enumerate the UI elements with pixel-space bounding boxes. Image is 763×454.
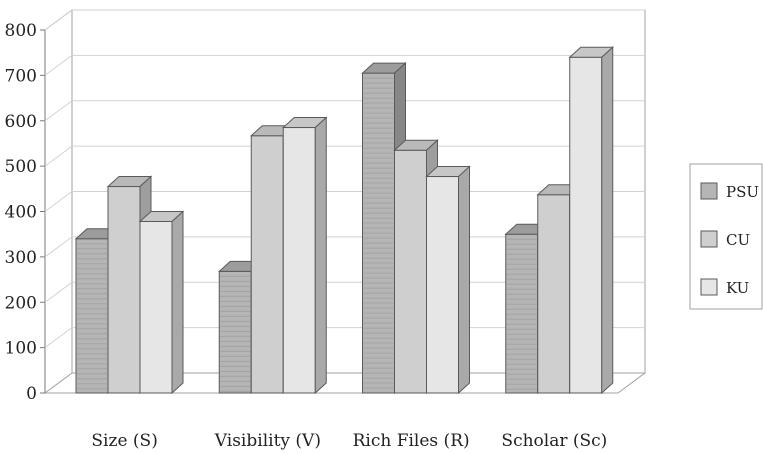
- bar-front: [569, 56, 603, 394]
- x-category-label: Size (S): [91, 431, 157, 451]
- gridline-left-wall: [44, 236, 73, 258]
- x-category-label: Rich Files (R): [353, 431, 470, 451]
- y-axis-ticks: 0 100 200 300 400 500 600 700 800: [5, 21, 45, 404]
- bar-front: [426, 176, 459, 394]
- bar-side: [601, 46, 614, 395]
- x-axis-labels: Size (S) Visibility (V) Rich Files (R) Scho…: [91, 431, 607, 451]
- y-tick-label: 600: [5, 112, 37, 132]
- legend-swatch-cu: [700, 230, 718, 248]
- gridline-left-wall: [44, 191, 73, 212]
- gridline-left-wall: [44, 9, 73, 31]
- bar-front: [505, 233, 539, 394]
- floor-right-edge: [617, 372, 646, 394]
- y-tick-label: 100: [5, 339, 37, 359]
- bar-front: [139, 220, 173, 394]
- bar-side: [458, 165, 470, 395]
- floor-left-edge: [44, 372, 73, 394]
- y-tick-label: 400: [5, 203, 37, 223]
- legend-label-cu: CU: [726, 231, 750, 249]
- bar-ku-1: [138, 210, 185, 395]
- bar-front: [75, 238, 109, 394]
- y-tick-label: 300: [5, 248, 37, 268]
- legend-swatch-psu: [700, 182, 718, 200]
- y-tick-label: 0: [26, 384, 37, 404]
- gridline-left-wall: [44, 54, 73, 76]
- gridline-left-wall: [44, 281, 73, 303]
- legend: PSU CU KU: [689, 163, 763, 310]
- bar-front: [537, 194, 571, 394]
- bar-ku-3: [425, 165, 471, 395]
- bars: [74, 46, 615, 395]
- x-category-label: Scholar (Sc): [501, 431, 607, 451]
- legend-label-psu: PSU: [726, 183, 759, 201]
- legend-label-ku: KU: [726, 279, 749, 297]
- bar-front: [250, 135, 284, 394]
- y-tick-label: 200: [5, 293, 37, 313]
- y-tick-label: 700: [5, 66, 37, 86]
- x-category-label: Visibility (V): [214, 431, 321, 451]
- y-tick-label: 500: [5, 157, 37, 177]
- gridline-left-wall: [44, 100, 73, 122]
- bar-side: [314, 116, 327, 395]
- bar-front: [107, 186, 141, 394]
- gridline-left-wall: [44, 145, 73, 167]
- bar-ku-2: [281, 116, 328, 395]
- y-tick-label: 800: [5, 21, 37, 41]
- bar-front: [218, 270, 252, 394]
- bar-side: [171, 210, 184, 395]
- gridline-left-wall: [44, 327, 73, 349]
- bar-ku-4: [568, 46, 615, 395]
- bar-front: [394, 149, 427, 394]
- legend-swatch-ku: [700, 278, 718, 296]
- bar-front: [282, 127, 316, 394]
